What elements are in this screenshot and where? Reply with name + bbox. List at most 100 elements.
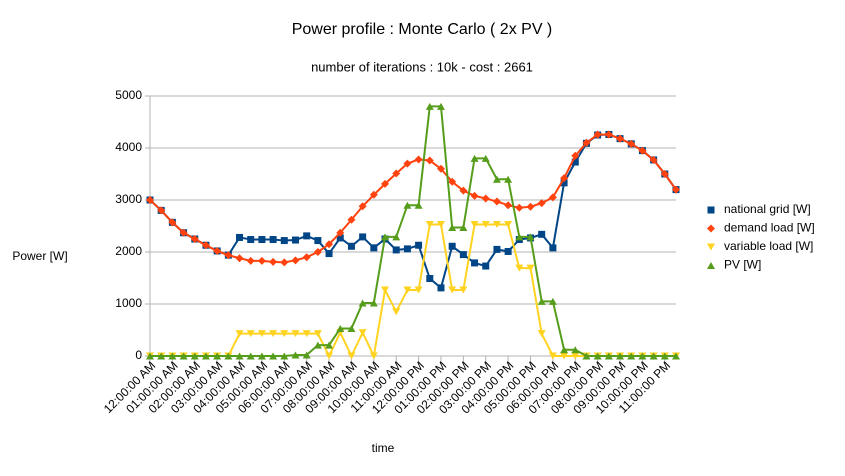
data-point — [146, 352, 154, 360]
data-point — [369, 299, 378, 307]
data-point — [403, 245, 411, 253]
data-point — [470, 191, 479, 200]
data-point — [448, 242, 456, 250]
data-point — [549, 244, 557, 252]
data-point — [213, 246, 222, 255]
data-point — [347, 352, 356, 360]
data-point — [672, 352, 680, 360]
data-point — [403, 159, 412, 168]
data-point — [269, 257, 278, 266]
data-point — [593, 352, 602, 360]
data-point — [660, 352, 669, 360]
data-point — [459, 286, 468, 294]
data-point — [604, 352, 613, 360]
data-point — [246, 352, 255, 360]
data-point — [526, 233, 535, 241]
data-point — [291, 236, 299, 244]
y-tick-label: 4000 — [115, 140, 142, 154]
legend-label: variable load [W] — [724, 239, 813, 253]
data-point — [616, 134, 625, 143]
data-point — [291, 256, 300, 265]
data-point — [381, 286, 390, 294]
y-axis-label: Power [W] — [12, 249, 67, 263]
data-point — [470, 220, 479, 228]
data-point — [560, 346, 569, 354]
data-point — [538, 230, 546, 238]
data-point — [257, 352, 266, 360]
data-point — [649, 352, 658, 360]
data-point — [336, 228, 345, 237]
data-point — [179, 228, 188, 237]
data-point — [548, 193, 557, 202]
data-point — [504, 201, 513, 210]
data-point — [303, 232, 311, 240]
data-point — [582, 352, 591, 360]
data-point — [459, 251, 467, 259]
data-point — [336, 234, 344, 242]
data-point — [224, 251, 233, 260]
data-point — [504, 220, 513, 228]
data-point — [638, 352, 647, 360]
data-point — [493, 245, 501, 253]
data-point — [504, 175, 513, 183]
data-point — [359, 233, 367, 241]
legend-label: PV [W] — [724, 258, 761, 272]
data-point — [302, 330, 311, 338]
data-point — [269, 330, 278, 338]
data-point — [403, 286, 412, 294]
data-point — [459, 186, 468, 195]
data-point — [627, 352, 636, 360]
data-point — [280, 237, 288, 245]
data-point — [381, 179, 390, 188]
data-point — [236, 233, 244, 241]
data-point — [190, 235, 199, 243]
data-point — [470, 154, 479, 162]
chart-subtitle: number of iterations : 10k - cost : 2661 — [311, 59, 533, 74]
data-point — [392, 308, 401, 316]
data-point — [258, 236, 266, 244]
data-point — [280, 352, 289, 360]
data-point — [247, 236, 255, 244]
data-point — [415, 241, 423, 249]
data-point — [492, 175, 501, 183]
data-point — [660, 170, 669, 178]
legend-marker — [707, 224, 715, 233]
data-point — [459, 224, 468, 232]
data-point — [392, 233, 401, 241]
data-point — [235, 352, 244, 360]
data-point — [347, 242, 355, 250]
data-point — [269, 352, 278, 360]
series-line — [150, 223, 676, 360]
data-point — [425, 220, 434, 228]
data-point — [280, 330, 289, 338]
data-point — [537, 297, 546, 305]
series-line — [149, 133, 677, 290]
data-point — [482, 262, 490, 270]
data-point — [593, 130, 602, 139]
data-point — [548, 297, 557, 305]
data-point — [302, 351, 311, 359]
data-point — [369, 190, 378, 199]
data-point — [235, 254, 244, 263]
data-point — [325, 250, 333, 258]
data-point — [336, 324, 345, 332]
data-point — [526, 264, 535, 272]
y-tick-label: 5000 — [115, 88, 142, 102]
data-point — [157, 352, 166, 360]
legend-label: demand load [W] — [724, 221, 815, 235]
data-point — [313, 248, 322, 256]
series-line — [150, 105, 676, 357]
data-point — [471, 259, 479, 267]
data-point — [582, 138, 591, 147]
data-point — [515, 264, 524, 272]
data-point — [537, 330, 546, 338]
data-point — [314, 237, 322, 245]
data-point — [246, 330, 255, 338]
data-point — [325, 240, 334, 249]
data-point — [436, 220, 445, 228]
data-point — [481, 194, 490, 203]
data-point — [201, 352, 210, 360]
data-point — [370, 244, 378, 252]
legend-marker — [707, 206, 715, 214]
